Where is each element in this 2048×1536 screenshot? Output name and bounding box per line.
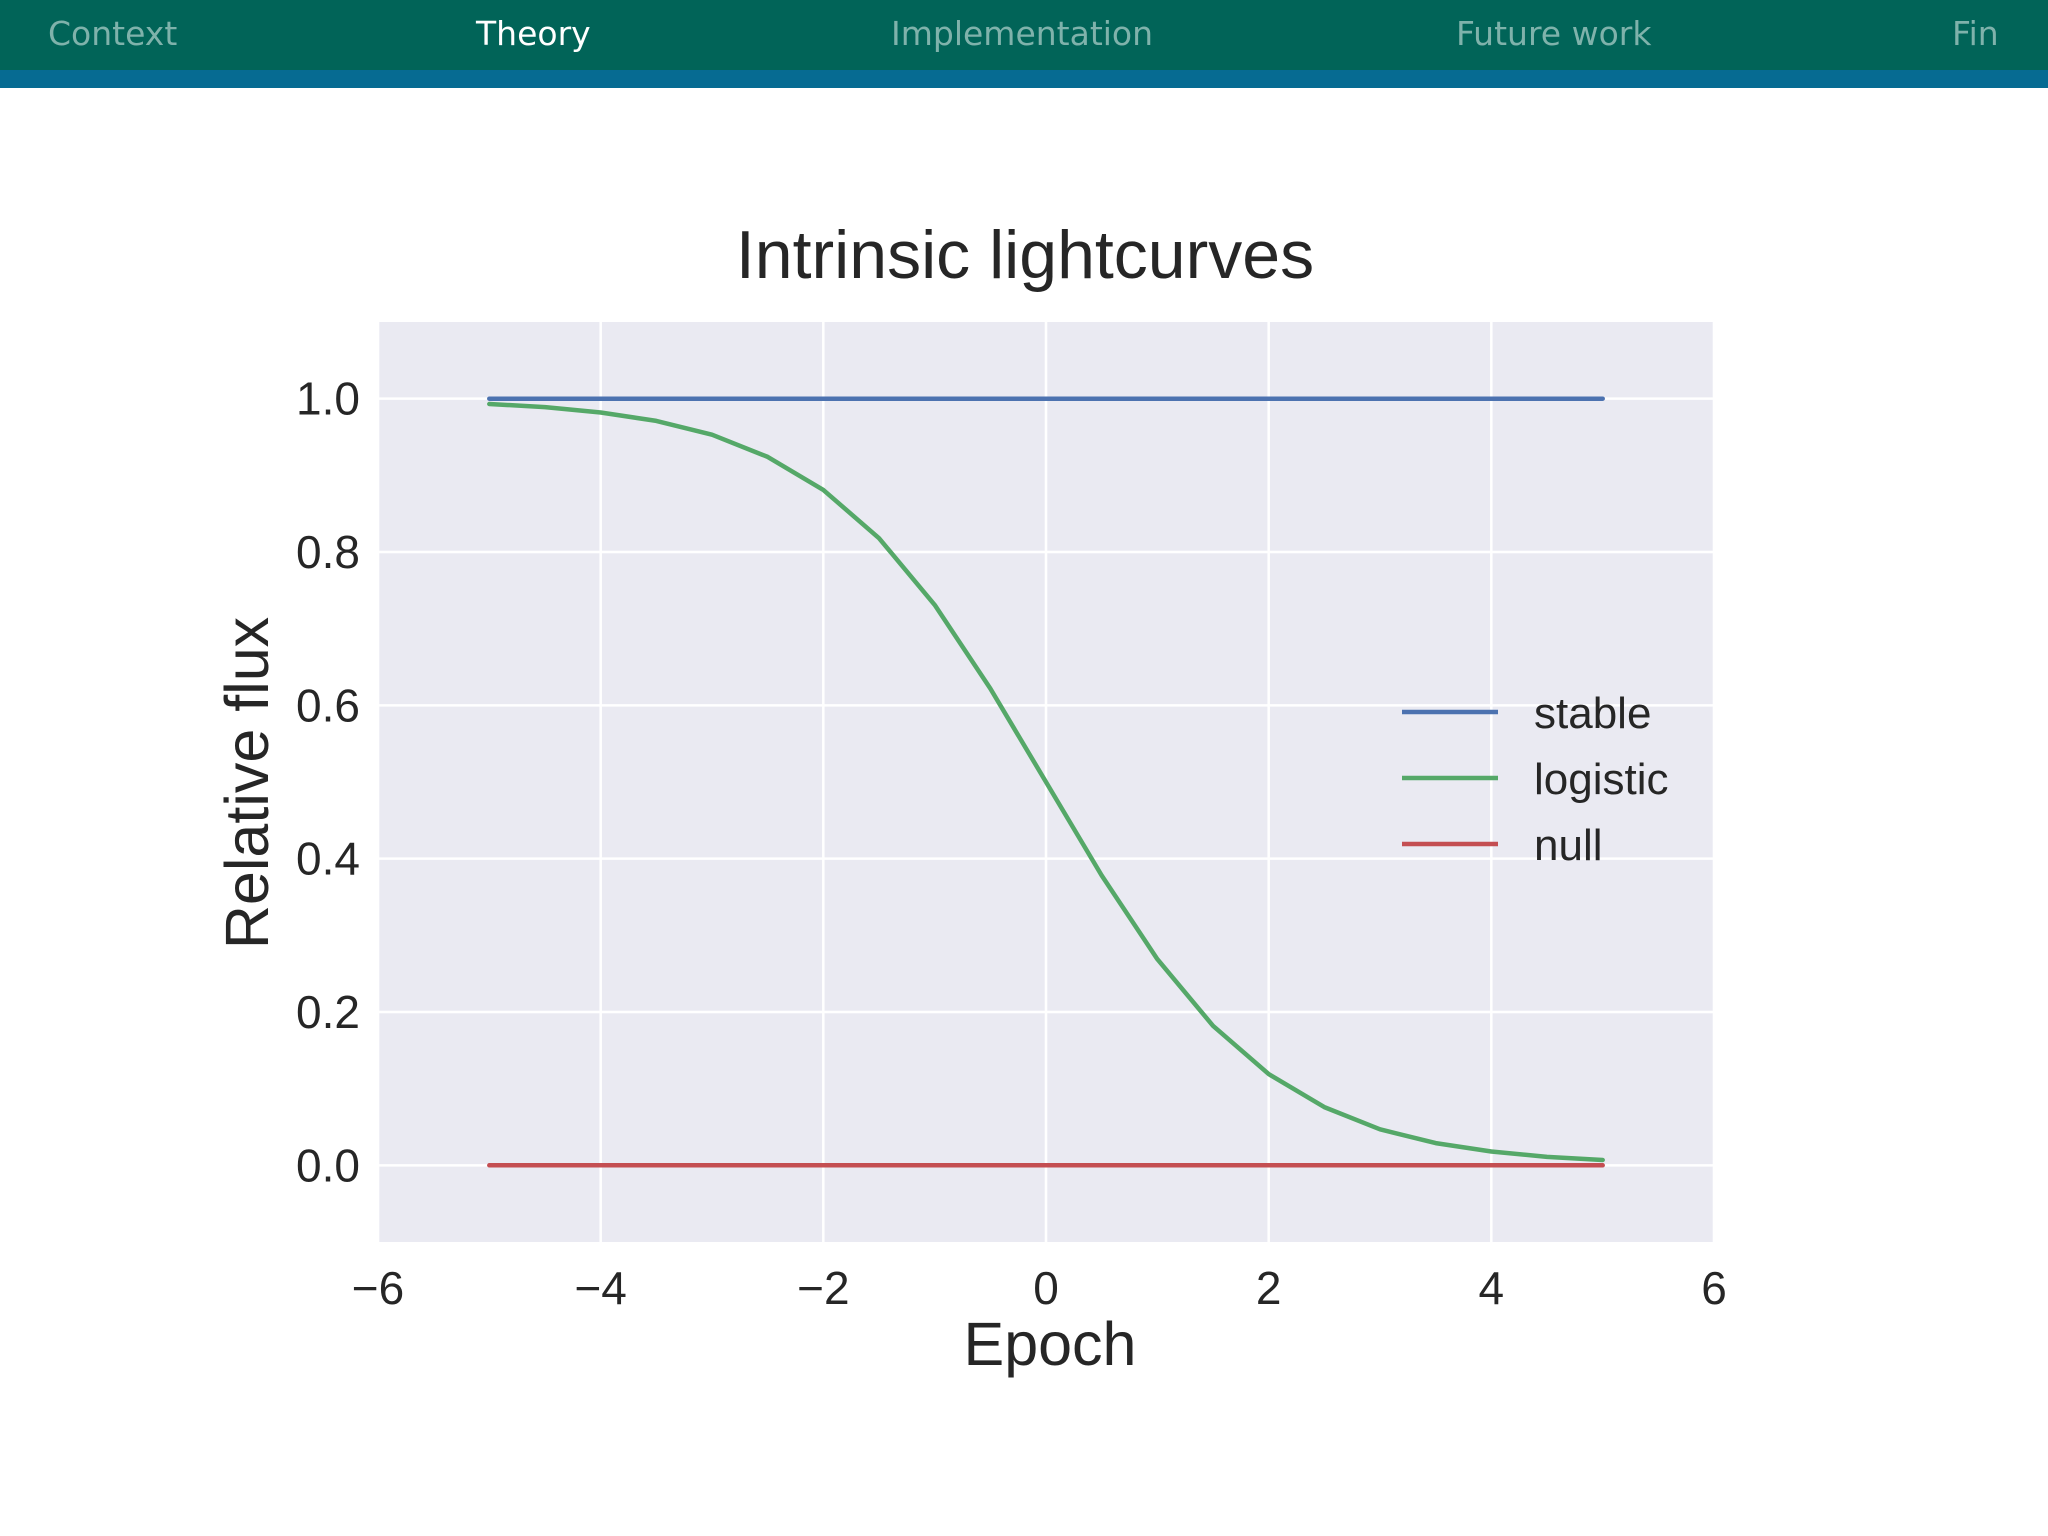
nav-item-theory[interactable]: Theory (476, 14, 591, 53)
x-tick-label: 6 (1701, 1262, 1727, 1314)
y-tick-label: 0.2 (296, 986, 360, 1038)
y-tick-label: 0.6 (296, 679, 360, 731)
navbar (0, 0, 2048, 70)
series-line-logistic (487, 401, 1605, 1163)
x-tick-label: 0 (1033, 1262, 1059, 1314)
navbar-stripe (0, 70, 2048, 88)
legend-label-null: null (1534, 821, 1603, 870)
x-tick-label: −4 (574, 1262, 626, 1314)
legend-label-stable: stable (1534, 689, 1651, 738)
legend-label-logistic: logistic (1534, 755, 1669, 804)
nav-item-future-work[interactable]: Future work (1456, 14, 1652, 53)
nav-item-fin[interactable]: Fin (1952, 14, 1999, 53)
chart-title: Intrinsic lightcurves (736, 217, 1314, 293)
x-tick-label: −2 (797, 1262, 849, 1314)
y-axis-label: Relative flux (213, 617, 281, 949)
x-tick-label: 4 (1479, 1262, 1505, 1314)
y-tick-label: 1.0 (296, 373, 360, 425)
y-tick-label: 0.0 (296, 1139, 360, 1191)
nav-item-context[interactable]: Context (48, 14, 178, 53)
y-tick-label: 0.4 (296, 833, 360, 885)
nav-item-implementation[interactable]: Implementation (891, 14, 1154, 53)
x-axis-label: Epoch (964, 1310, 1137, 1378)
x-tick-label: −6 (352, 1262, 404, 1314)
y-tick-label: 0.8 (296, 526, 360, 578)
x-tick-label: 2 (1256, 1262, 1282, 1314)
